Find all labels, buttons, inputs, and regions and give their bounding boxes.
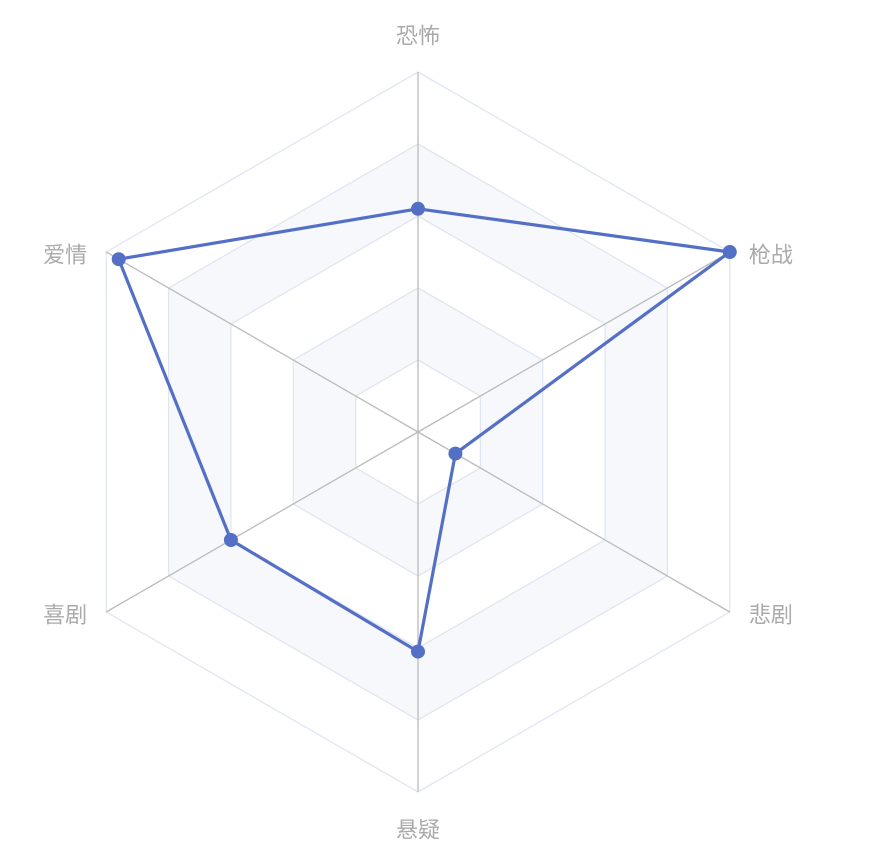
radar-axis-label-3: 悲剧 bbox=[749, 604, 793, 629]
radar-point-1[interactable] bbox=[411, 201, 425, 216]
radar-point-5[interactable] bbox=[223, 533, 238, 547]
radar-axis-label-6: 爱情 bbox=[43, 244, 87, 269]
radar-axes bbox=[105, 72, 731, 792]
radar-axis-label-2: 枪战 bbox=[749, 244, 793, 269]
radar-point-6[interactable] bbox=[111, 252, 126, 267]
radar-axis-label-5: 喜剧 bbox=[43, 604, 87, 629]
radar-series bbox=[111, 201, 737, 659]
radar-axis-line-5 bbox=[105, 431, 419, 613]
radar-point-3[interactable] bbox=[448, 446, 463, 461]
radar-axis-line-2 bbox=[417, 251, 731, 433]
radar-axis-line-3 bbox=[417, 431, 731, 613]
radar-axis-line-6 bbox=[105, 251, 419, 433]
radar-point-4[interactable] bbox=[411, 644, 425, 659]
radar-axis-label-4: 悬疑 bbox=[396, 819, 440, 844]
radar-point-2[interactable] bbox=[722, 245, 737, 259]
radar-axis-label-1: 恐怖 bbox=[396, 25, 440, 50]
